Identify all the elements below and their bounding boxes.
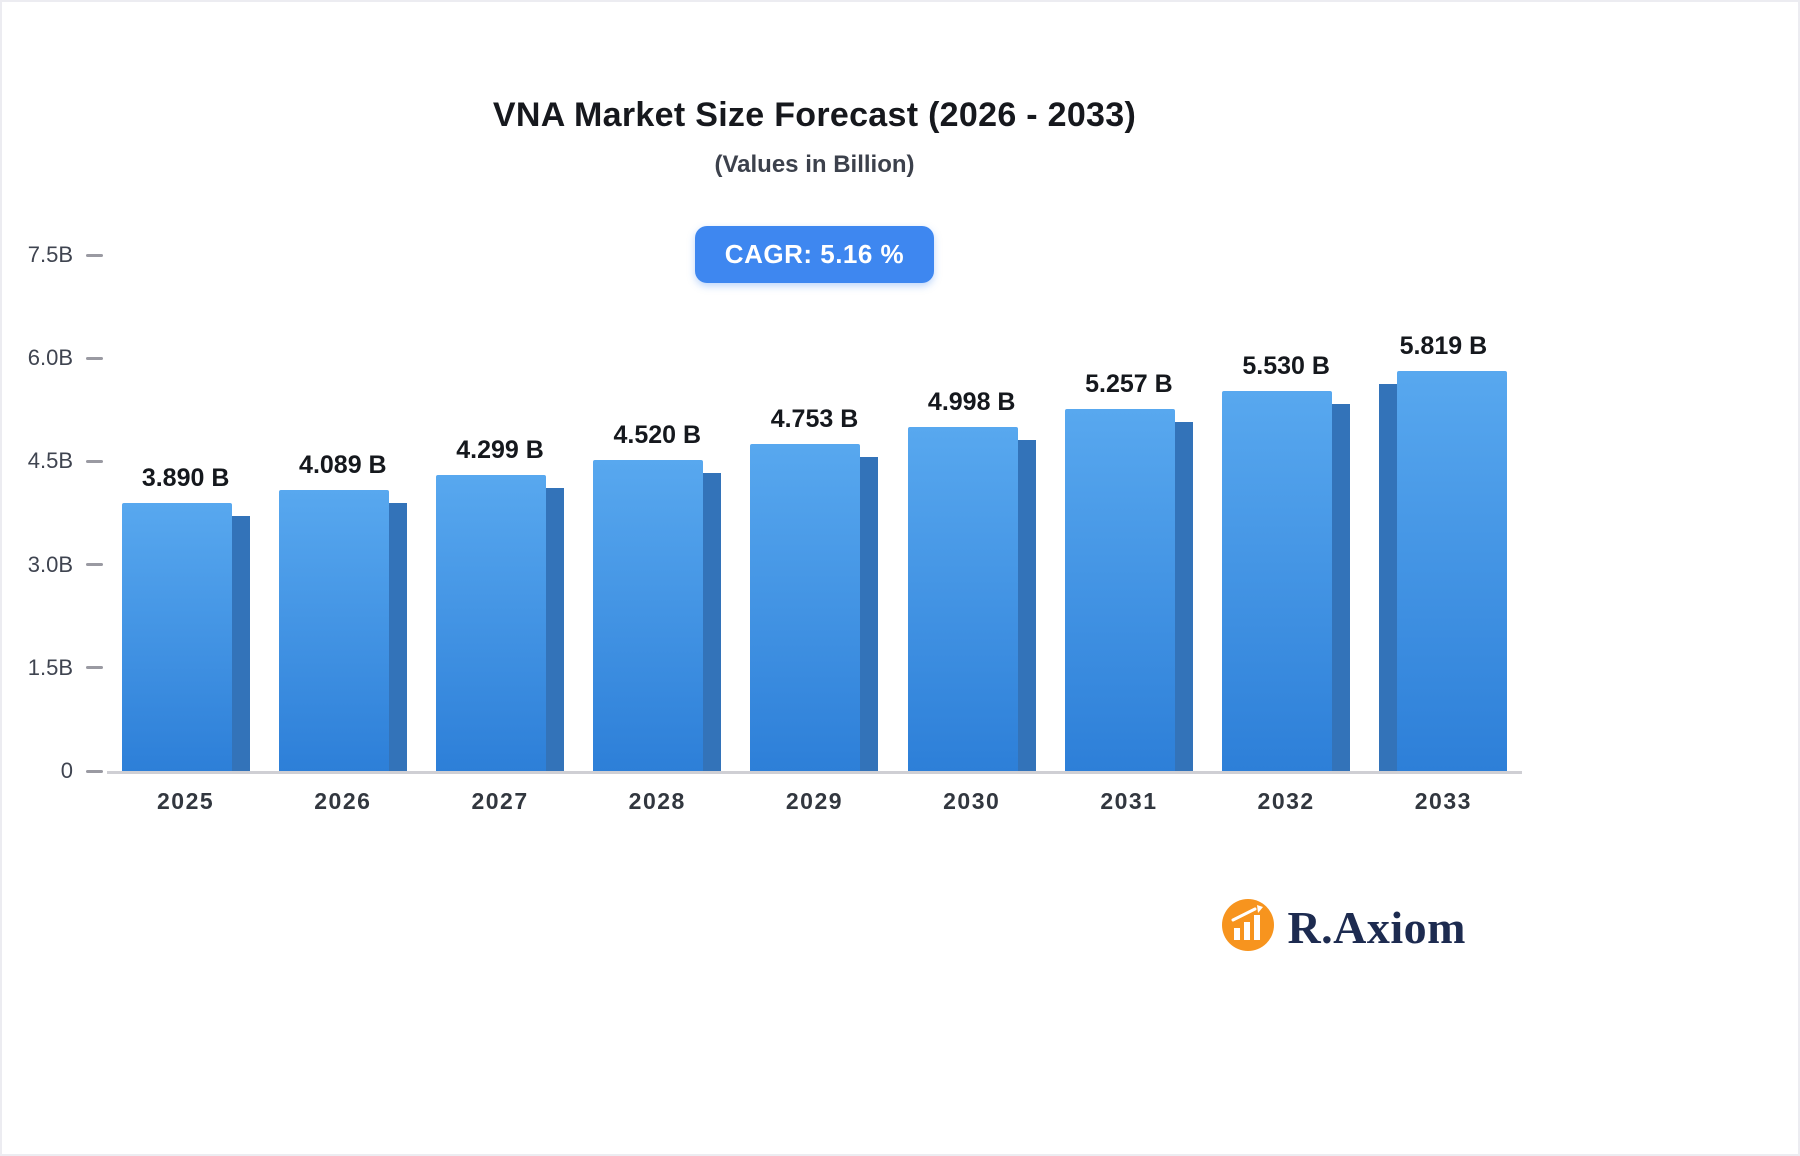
bar bbox=[750, 444, 861, 771]
bar-side-shadow bbox=[1017, 440, 1036, 771]
bar-side-shadow bbox=[231, 516, 250, 771]
bar-value-label: 3.890 B bbox=[141, 464, 230, 493]
y-axis-tick-mark bbox=[86, 459, 103, 463]
bar-group: 4.998 B 2030 bbox=[907, 388, 1036, 814]
bar-group: 5.819 B 2033 bbox=[1379, 332, 1508, 814]
bar-group: 5.530 B 2032 bbox=[1222, 352, 1351, 814]
x-axis-label: 2032 bbox=[1257, 788, 1315, 814]
bar-value-label: 5.530 B bbox=[1242, 351, 1330, 380]
bar bbox=[278, 489, 389, 771]
bar-side-shadow bbox=[1379, 383, 1398, 771]
y-axis-tick-label: 4.5B bbox=[27, 448, 73, 474]
bar-value-label: 4.520 B bbox=[613, 421, 702, 450]
y-axis-tick-mark bbox=[86, 253, 103, 257]
x-axis-label: 2029 bbox=[785, 788, 844, 814]
bar-value-label: 4.299 B bbox=[456, 436, 544, 465]
x-axis-label: 2030 bbox=[943, 788, 1001, 814]
y-axis-tick-mark bbox=[86, 769, 103, 773]
chart-header: VNA Market Size Forecast (2026 - 2033) (… bbox=[2, 96, 1627, 179]
bar-group: 4.753 B 2029 bbox=[750, 405, 879, 814]
bar bbox=[1064, 409, 1175, 771]
bar-chart-logo-icon bbox=[1221, 898, 1275, 957]
chart-subtitle: (Values in Billion) bbox=[714, 151, 915, 178]
bar-value-label: 5.257 B bbox=[1085, 370, 1173, 399]
bar-group: 3.890 B 2025 bbox=[121, 464, 250, 814]
x-axis-label: 2025 bbox=[157, 788, 215, 814]
x-axis-label: 2033 bbox=[1414, 788, 1472, 814]
bar-side-shadow bbox=[1174, 422, 1193, 771]
bar-side-shadow bbox=[388, 502, 407, 771]
y-axis-tick-label: 0 bbox=[60, 758, 73, 783]
cagr-badge-row: CAGR: 5.16 % bbox=[2, 226, 1627, 283]
y-axis-tick-mark bbox=[86, 666, 103, 670]
y-axis-tick-label: 3.0B bbox=[27, 551, 73, 577]
y-axis-tick-mark bbox=[86, 563, 103, 567]
y-axis-tick: 7.5B bbox=[28, 242, 103, 268]
x-axis-label: 2028 bbox=[628, 788, 686, 814]
bar bbox=[1222, 390, 1333, 771]
brand-name: R.Axiom bbox=[1287, 902, 1466, 953]
y-axis-tick: 3.0B bbox=[28, 552, 103, 578]
bar-group: 5.257 B 2031 bbox=[1064, 370, 1193, 814]
bars: 3.890 B 2025 4.089 B 2026 4.299 B 2027 4.520 B… bbox=[107, 255, 1522, 814]
bar-side-shadow bbox=[546, 488, 565, 771]
bar-value-label: 4.998 B bbox=[927, 388, 1016, 417]
y-axis-tick: 6.0B bbox=[28, 345, 103, 371]
bar bbox=[907, 427, 1018, 771]
y-axis-tick: 1.5B bbox=[28, 655, 103, 681]
cagr-badge: CAGR: 5.16 % bbox=[694, 226, 935, 283]
y-axis-tick-label: 1.5B bbox=[27, 654, 73, 680]
bar bbox=[1397, 370, 1508, 771]
y-axis-tick-label: 6.0B bbox=[27, 345, 73, 371]
bar bbox=[436, 475, 547, 771]
bar-side-shadow bbox=[703, 473, 722, 771]
bar-value-label: 4.089 B bbox=[299, 450, 387, 479]
bar-group: 4.520 B 2028 bbox=[593, 421, 722, 814]
bar-side-shadow bbox=[1332, 403, 1351, 771]
bar-group: 4.299 B 2027 bbox=[436, 436, 565, 814]
y-axis-tick: 0 bbox=[61, 758, 103, 784]
bar bbox=[593, 460, 704, 771]
bar-value-label: 5.819 B bbox=[1399, 331, 1488, 360]
bar bbox=[121, 503, 232, 771]
plot-area: 3.890 B 2025 4.089 B 2026 4.299 B 2027 4.520 B… bbox=[28, 242, 1522, 814]
x-axis-label: 2031 bbox=[1100, 788, 1158, 814]
chart-title: VNA Market Size Forecast (2026 - 2033) bbox=[492, 96, 1137, 134]
x-axis-label: 2027 bbox=[471, 788, 529, 814]
y-axis-tick: 4.5B bbox=[28, 448, 103, 474]
bar-value-label: 4.753 B bbox=[770, 405, 859, 433]
y-axis-tick-mark bbox=[86, 356, 103, 360]
y-axis-tick-label: 7.5B bbox=[27, 242, 73, 267]
bar-group: 4.089 B 2026 bbox=[278, 451, 407, 814]
bar-side-shadow bbox=[860, 457, 879, 771]
x-axis-label: 2026 bbox=[314, 788, 372, 814]
brand-logo: R.Axiom bbox=[1221, 898, 1466, 957]
